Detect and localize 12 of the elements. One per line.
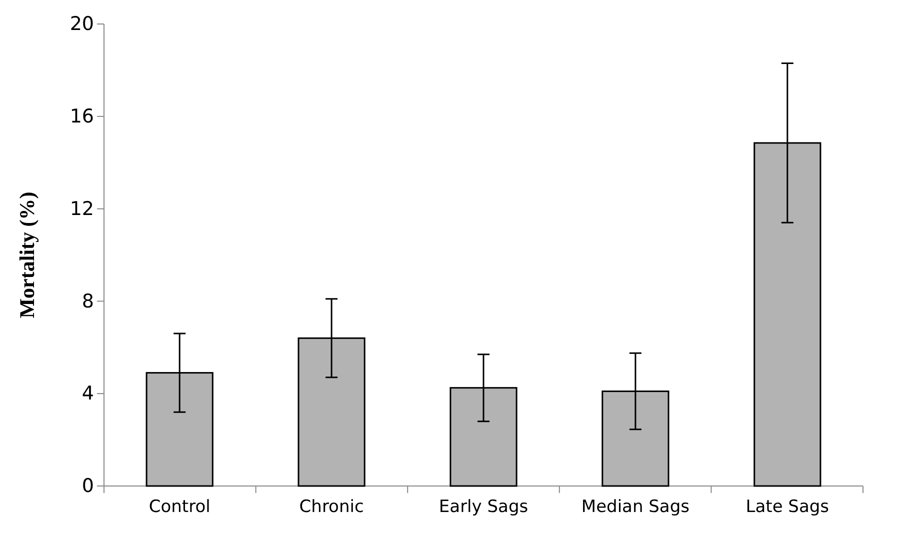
x-tick-label: Chronic	[299, 497, 364, 518]
y-tick-label: 0	[82, 475, 94, 498]
y-tick-label: 4	[82, 382, 94, 405]
x-tick-label: Median Sags	[581, 497, 690, 518]
x-tick-label: Control	[148, 497, 210, 518]
x-tick-label: Late Sags	[746, 497, 830, 518]
y-tick-label: 16	[70, 105, 94, 128]
y-tick-label: 12	[70, 198, 94, 220]
y-axis-title: Mortality (%)	[15, 192, 39, 318]
x-tick-label: Early Sags	[438, 497, 528, 518]
y-tick-label: 8	[82, 290, 94, 312]
y-tick-label: 20	[70, 13, 94, 36]
